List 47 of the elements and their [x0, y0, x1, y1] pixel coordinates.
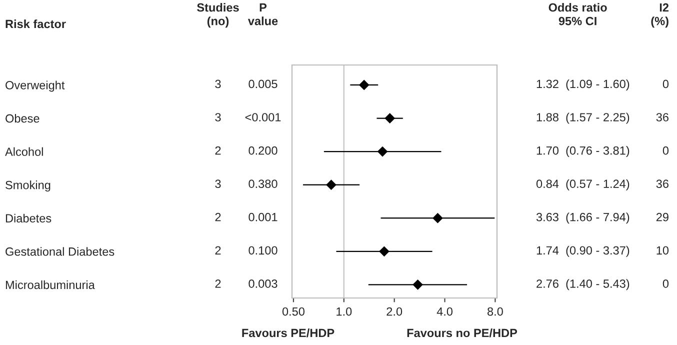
- category-label: Alcohol: [5, 147, 43, 156]
- category-label: Obese: [6, 114, 40, 123]
- text: 2: [215, 279, 221, 288]
- text: 1.88 (1.57 - 2.25): [536, 112, 630, 124]
- text: 3: [215, 180, 221, 188]
- x-tick-label: 8.0: [488, 307, 503, 316]
- x-tick-label: 1.0: [336, 307, 352, 316]
- text: 0.84 (0.57 - 1.24): [536, 179, 630, 190]
- text: P value: [248, 3, 278, 26]
- text: 2: [215, 212, 221, 222]
- text: Favours PE/HDP: [242, 328, 334, 338]
- text: 0.200: [248, 146, 278, 155]
- text: 10: [656, 246, 669, 255]
- x-tick-label: 4.0: [436, 307, 453, 316]
- text: 3.63 (1.66 - 7.94): [536, 212, 630, 224]
- text: 3: [215, 80, 221, 88]
- text: 2: [215, 146, 221, 155]
- text: 1.74 (0.90 - 3.37): [536, 246, 630, 257]
- text: 0: [662, 279, 669, 288]
- text: 1.70 (0.76 - 3.81): [536, 146, 630, 158]
- category-label: Diabetes: [6, 214, 52, 223]
- text: 2.76 (1.40 - 5.43): [536, 279, 630, 290]
- category-label: Smoking: [6, 180, 50, 192]
- text: 29: [656, 212, 668, 222]
- text: 1.32 (1.09 - 1.60): [536, 79, 630, 90]
- text: 36: [656, 180, 668, 188]
- text: 0.100: [248, 246, 278, 255]
- text: 0.005: [248, 80, 278, 88]
- text: Studies (no): [197, 3, 239, 28]
- text: 36: [656, 113, 668, 122]
- text: 0.003: [248, 279, 278, 288]
- text: <0.001: [245, 113, 281, 122]
- text: 0: [662, 146, 669, 155]
- text: 0.001: [248, 212, 278, 222]
- text: Odds ratio 95% CI: [548, 3, 607, 26]
- category-label: Gestational Diabetes: [6, 247, 114, 256]
- text: 0.380: [248, 180, 278, 188]
- text: I2 (%): [651, 3, 669, 28]
- y-axis-title: Risk factor: [6, 20, 66, 28]
- x-tick-label: 0.50: [282, 307, 304, 316]
- category-label: Overweight: [6, 80, 65, 92]
- text: 0: [662, 80, 669, 88]
- text: 2: [215, 246, 221, 254]
- text: Favours no PE/HDP: [407, 328, 518, 338]
- text: 3: [215, 113, 221, 122]
- category-label: Microalbuminuria: [6, 280, 95, 290]
- x-tick-label: 2.0: [386, 307, 402, 316]
